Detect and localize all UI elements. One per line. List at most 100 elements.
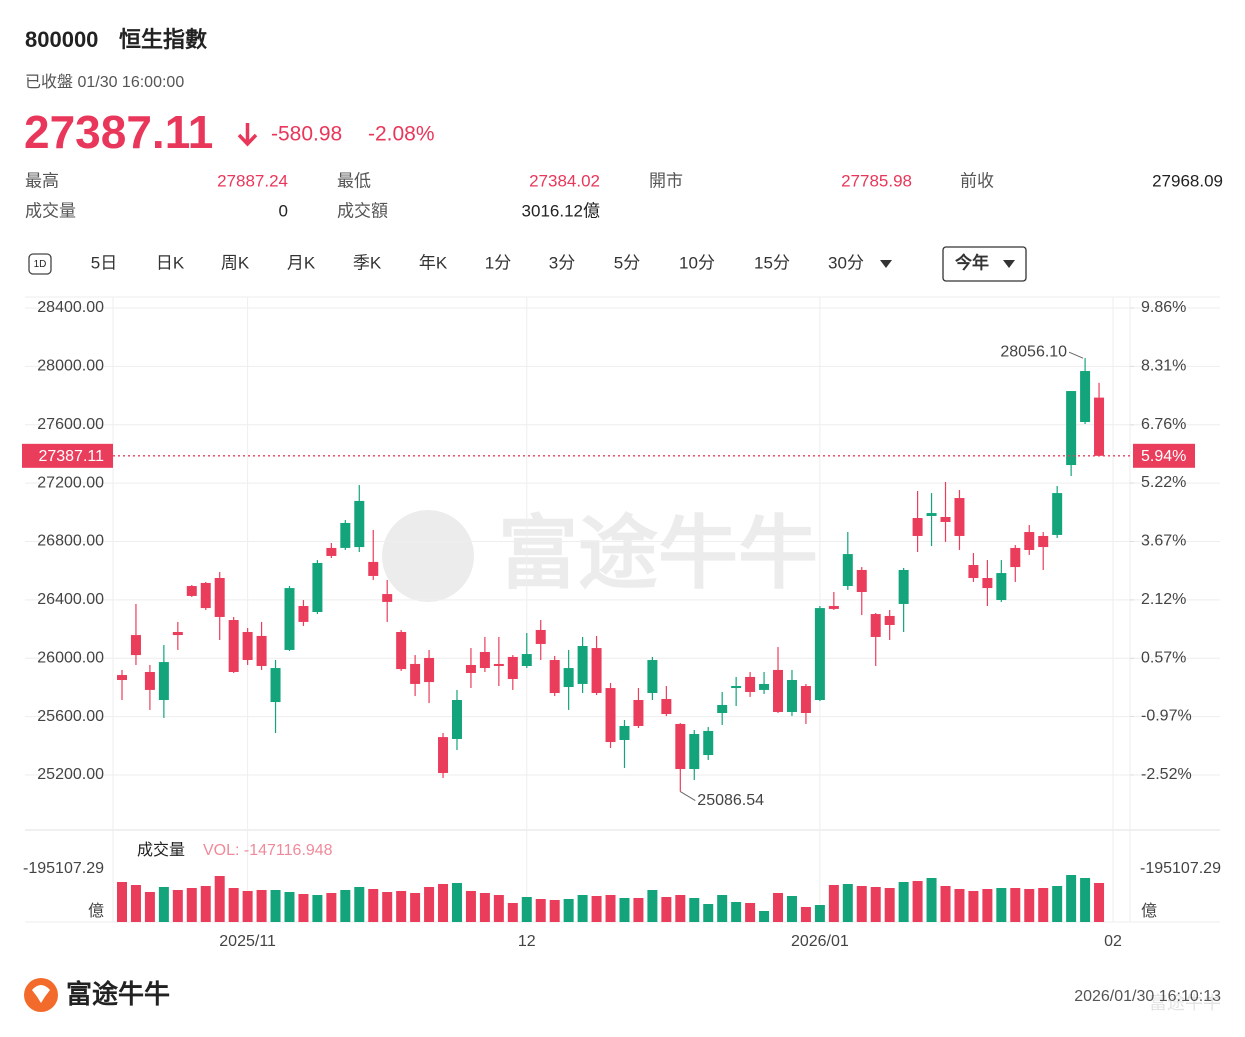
candle-body bbox=[256, 635, 267, 667]
candle-body bbox=[340, 522, 351, 548]
candle-body bbox=[786, 680, 797, 712]
y2-tick-label: 5.22% bbox=[1141, 474, 1186, 491]
candle-body bbox=[619, 725, 630, 740]
dropdown-caret[interactable] bbox=[1003, 260, 1015, 268]
stat-value: 27968.09 bbox=[1152, 171, 1223, 190]
volume-unit: 億 bbox=[1141, 902, 1157, 920]
range-selector-label[interactable]: 今年 bbox=[955, 252, 989, 272]
volume-bar bbox=[661, 896, 672, 922]
volume-bar bbox=[507, 902, 518, 922]
volume-bar bbox=[828, 885, 839, 922]
stock-code: 800000 bbox=[25, 27, 98, 52]
tab[interactable]: 3分 bbox=[549, 253, 575, 272]
volume-bar bbox=[577, 895, 588, 922]
candle-body bbox=[424, 657, 435, 683]
candle-body bbox=[312, 562, 323, 613]
candle-body bbox=[856, 569, 867, 593]
tab[interactable]: 1D bbox=[34, 259, 47, 270]
period-tabs: 1D 5日 日K 周K 月K 季K 年K 1分 3分 5分 10分 15分 30分 bbox=[28, 253, 864, 275]
volume-bar bbox=[130, 885, 141, 922]
volume-bar bbox=[144, 892, 155, 922]
chart: 28400.00 28000.00 27600.00 27200.00 26800.00… bbox=[22, 297, 1220, 950]
candle-body bbox=[144, 671, 155, 690]
candle-body bbox=[842, 554, 853, 587]
last-price-pct-box bbox=[1133, 443, 1195, 468]
volume-axis-label: -195107.29 bbox=[23, 860, 104, 877]
candle-body bbox=[1038, 535, 1049, 548]
volume-bar bbox=[354, 886, 365, 922]
volume-bar bbox=[284, 892, 295, 922]
stock-name: 恒生指數 bbox=[119, 27, 207, 52]
tab[interactable]: 月K bbox=[287, 253, 316, 272]
volume-bar bbox=[856, 885, 867, 922]
y2-tick-label: 2.12% bbox=[1141, 591, 1186, 608]
candle-body bbox=[298, 606, 309, 622]
tab[interactable]: 5日 bbox=[91, 253, 117, 272]
stat-value: 27785.98 bbox=[841, 171, 912, 190]
candle-body bbox=[535, 629, 546, 644]
y2-tick-label: 3.67% bbox=[1141, 533, 1186, 550]
low-annotation: 25086.54 bbox=[697, 792, 764, 809]
dropdown-caret[interactable] bbox=[880, 260, 892, 268]
volume-bar bbox=[396, 891, 407, 922]
x-tick-label: 12 bbox=[518, 933, 536, 950]
volume-bar bbox=[1080, 878, 1091, 922]
tab[interactable]: 30分 bbox=[828, 253, 864, 272]
candle-body bbox=[396, 631, 407, 670]
tab[interactable]: 10分 bbox=[679, 253, 715, 272]
tab[interactable]: 季K bbox=[353, 253, 382, 272]
y2-tick-label: -2.52% bbox=[1141, 766, 1192, 783]
volume-bar bbox=[242, 891, 253, 922]
candle-body bbox=[270, 668, 281, 703]
volume-bar bbox=[228, 888, 239, 922]
volume-bar bbox=[731, 902, 742, 922]
tab[interactable]: 日K bbox=[156, 253, 185, 272]
volume-bar bbox=[940, 885, 951, 922]
tab[interactable]: 5分 bbox=[614, 253, 640, 272]
volume-bar bbox=[549, 899, 560, 922]
volume-bar bbox=[1066, 875, 1077, 922]
stat-value: 27887.24 bbox=[217, 171, 288, 190]
candle-body bbox=[158, 662, 169, 701]
range-selector[interactable] bbox=[942, 246, 1027, 282]
candle-body bbox=[717, 704, 728, 713]
y-tick-label: 26800.00 bbox=[37, 533, 104, 550]
last-price-pct-label: 5.94% bbox=[1141, 448, 1186, 465]
candle-body bbox=[647, 660, 658, 694]
x-tick-label: 02 bbox=[1104, 933, 1122, 950]
candle-body bbox=[1024, 532, 1035, 550]
volume-bar bbox=[256, 889, 267, 922]
stat-label: 成交量 bbox=[25, 201, 76, 220]
candle-body bbox=[828, 606, 839, 609]
volume-bar bbox=[312, 895, 323, 922]
tab[interactable]: 周K bbox=[221, 253, 250, 272]
volume-bar bbox=[340, 889, 351, 922]
volume-bar bbox=[186, 888, 197, 922]
tab[interactable]: 15分 bbox=[754, 253, 790, 272]
volume-bar bbox=[424, 886, 435, 922]
y-tick-label: 26000.00 bbox=[37, 649, 104, 666]
volume-bar bbox=[438, 884, 449, 922]
candle-body bbox=[898, 569, 909, 604]
candle-body bbox=[326, 547, 337, 556]
volume-bar bbox=[689, 898, 700, 922]
candle-body bbox=[1066, 391, 1077, 466]
tab-icon[interactable] bbox=[28, 253, 52, 275]
volume-bar bbox=[200, 885, 211, 922]
tab[interactable]: 年K bbox=[419, 253, 448, 272]
candle-body bbox=[814, 608, 825, 701]
x-tick-label: 2026/01 bbox=[791, 933, 849, 950]
y-tick-label: 27200.00 bbox=[37, 474, 104, 491]
brand-logo bbox=[24, 978, 58, 1012]
candle-body bbox=[493, 663, 504, 667]
candle-body bbox=[368, 561, 379, 576]
tab[interactable]: 1分 bbox=[485, 253, 511, 272]
candle-body bbox=[731, 685, 742, 689]
candle-body bbox=[1010, 547, 1021, 568]
watermark-text: 富途牛牛 bbox=[498, 509, 818, 598]
stat-label: 成交額 bbox=[337, 201, 388, 220]
candle-body bbox=[968, 565, 979, 578]
x-tick-label: 2025/11 bbox=[219, 933, 276, 950]
volume-bar bbox=[996, 888, 1007, 922]
